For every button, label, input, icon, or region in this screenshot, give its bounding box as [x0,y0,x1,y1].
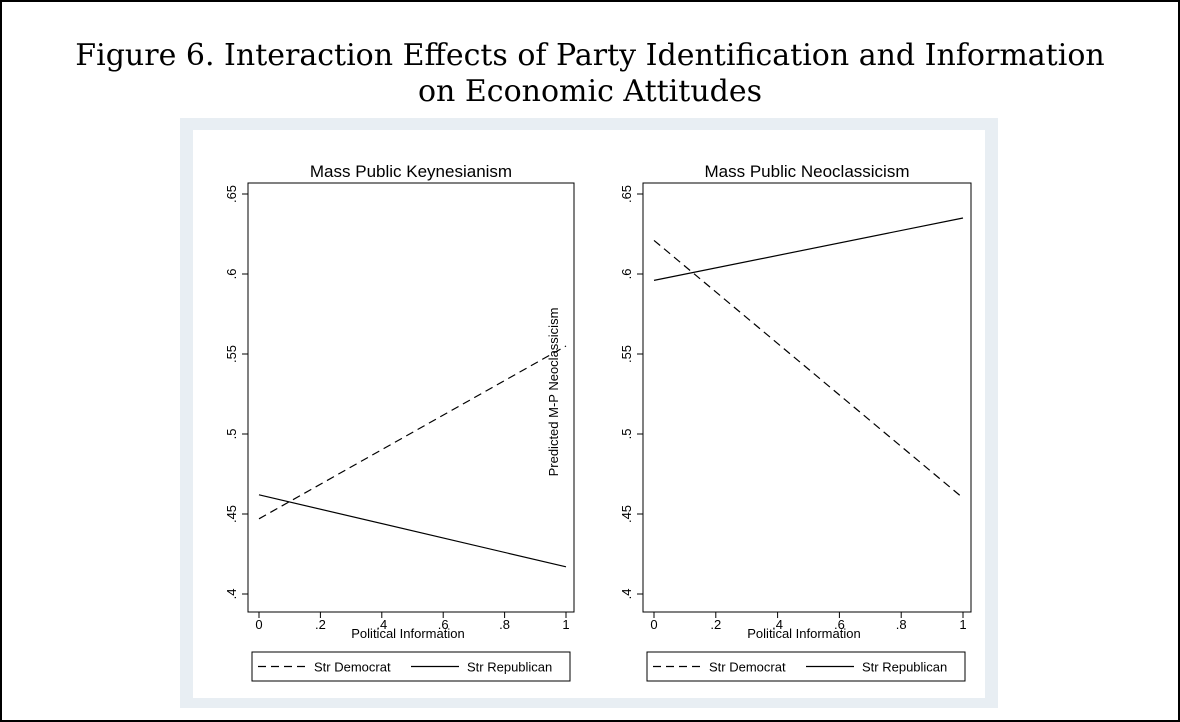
chart1-x-tick-label: .4 [376,617,387,632]
chart2-y-tick-label: .5 [619,429,634,440]
chart2-title: Mass Public Neoclassicism [705,162,910,181]
chart2-legend-label-democrat: Str Democrat [709,660,786,675]
chart1-y-tick-label: .65 [224,185,239,203]
chart1-y-tick-label: .45 [224,505,239,523]
chart2-x-tick-label: .4 [772,617,783,632]
chart1-x-tick-label: .8 [499,617,510,632]
chart1-series-republican-line [258,494,567,568]
chart2-x-axis-label: Political Information [747,626,860,641]
chart2-x-tick-label: .6 [834,617,845,632]
chart2-x-tick-label: 0 [650,617,657,632]
chart2-y-tick-label: .45 [619,505,634,523]
chart2-x-tick-label: 1 [959,617,966,632]
figure-title-line2: on Economic Attitudes [417,74,763,109]
chart2-series-democrat-line [653,239,964,499]
chart2-plot-frame [642,182,972,613]
chart2-legend-label-republican: Str Republican [862,660,947,675]
figure-title: Figure 6. Interaction Effects of Party I… [0,38,1180,110]
chart2-x-tick-label: .8 [896,617,907,632]
chart1-y-tick-label: .6 [224,269,239,280]
chart2-y-tick-label: .4 [619,589,634,600]
chart2-y-tick-label: .6 [619,269,634,280]
chart1-y-tick-label: .55 [224,345,239,363]
chart1-x-axis-label: Political Information [351,626,464,641]
chart1-title: Mass Public Keynesianism [310,162,512,181]
chart1-x-tick-label: .6 [438,617,449,632]
chart1-x-tick-label: 1 [562,617,569,632]
chart1-y-tick-label: .5 [224,429,239,440]
chart1-y-tick-label: .4 [224,589,239,600]
chart1-plot-frame [247,182,575,613]
chart2-y-tick-label: .65 [619,185,634,203]
chart2-series-republican-line [653,217,964,281]
chart1-legend-label-democrat: Str Democrat [314,660,391,675]
chart2-x-tick-label: .2 [710,617,721,632]
chart1-x-tick-label: .2 [315,617,326,632]
chart2-y-tick-label: .55 [619,345,634,363]
chart1-series-democrat-line [258,345,567,520]
chart2-y-axis-label: Predicted M-P Neoclassicism [546,308,561,477]
figure-title-line1: Figure 6. Interaction Effects of Party I… [75,38,1105,73]
chart1-legend-label-republican: Str Republican [467,660,552,675]
chart1-x-tick-label: 0 [255,617,262,632]
